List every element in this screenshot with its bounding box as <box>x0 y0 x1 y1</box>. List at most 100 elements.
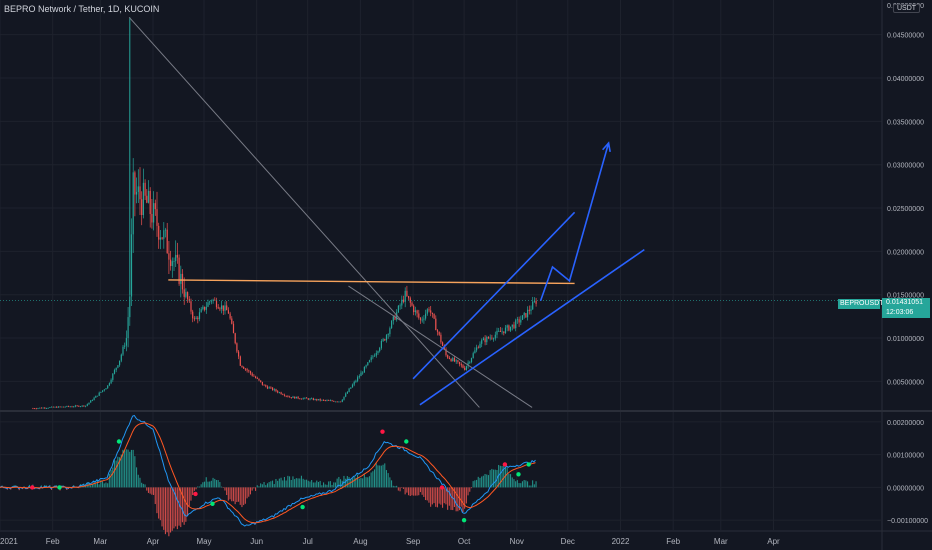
histogram-bar-up <box>295 478 297 488</box>
histogram-bar-down <box>231 487 233 502</box>
candle-up <box>130 234 133 297</box>
histogram-bar-down <box>193 487 195 491</box>
candle-down <box>300 398 303 400</box>
candle-down <box>154 203 156 210</box>
candle-down <box>168 253 170 260</box>
candle-down <box>442 342 444 346</box>
histogram-bar-up <box>40 485 42 488</box>
time-axis-label: Jun <box>250 537 263 546</box>
candle-down <box>294 396 296 399</box>
candle-up <box>137 186 139 192</box>
candle-up <box>108 383 110 386</box>
candle-up <box>377 351 379 353</box>
histogram-bar-down <box>423 487 425 497</box>
candle-down <box>144 182 146 196</box>
candle-up <box>90 400 92 403</box>
histogram-bar-up <box>493 469 495 488</box>
candle-up <box>37 408 39 409</box>
candle-down <box>239 356 241 366</box>
histogram-bar-up <box>370 472 372 488</box>
candle-down <box>261 381 263 385</box>
candle-up <box>389 328 391 335</box>
candle-down <box>204 306 206 310</box>
time-axis-label: Apr <box>767 537 780 546</box>
candle-down <box>518 319 520 323</box>
histogram-bar-up <box>481 476 483 488</box>
candle-up <box>421 319 423 321</box>
channel-lower-line[interactable] <box>419 248 645 406</box>
candle-up <box>292 396 294 398</box>
histogram-bar-up <box>278 478 280 488</box>
candle-down <box>266 386 269 389</box>
histogram-bar-down <box>146 487 148 491</box>
candle-up <box>88 402 90 405</box>
price-tag-countdown: 12:03:06 <box>886 309 914 316</box>
histogram-bar-up <box>319 480 321 488</box>
price-tag-symbol: BEPROUSDT <box>838 299 884 309</box>
histogram-bar-up <box>260 483 262 488</box>
candle-up <box>379 347 381 352</box>
histogram-bar-up <box>119 457 121 488</box>
histogram-bar-up <box>311 479 313 488</box>
histogram-bar-up <box>90 485 92 488</box>
histogram-bar-down <box>426 487 428 501</box>
descending-trendline[interactable] <box>128 17 480 408</box>
candle-up <box>363 366 365 373</box>
histogram-bar-down <box>453 487 455 508</box>
histogram-bar-up <box>142 483 144 488</box>
macd-cross-bullish <box>300 504 305 510</box>
candle-up <box>426 309 428 314</box>
channel-upper-line[interactable] <box>412 211 576 380</box>
candle-up <box>125 338 127 346</box>
histogram-bar-down <box>173 487 175 529</box>
candle-down <box>258 378 260 381</box>
histogram-bar-down <box>414 487 416 496</box>
candle-up <box>51 406 53 408</box>
candle-up <box>368 360 371 363</box>
candle-up <box>391 320 393 329</box>
candle-up <box>353 381 355 385</box>
macd-cross-bullish <box>404 439 409 444</box>
candle-up <box>380 340 382 348</box>
candle-up <box>164 229 167 231</box>
candle-down <box>255 376 257 379</box>
candle-up <box>375 352 377 356</box>
candle-down <box>406 290 408 297</box>
histogram-bar-up <box>515 481 517 488</box>
candle-up <box>173 261 175 262</box>
candle-down <box>307 398 309 400</box>
candle-down <box>282 394 284 395</box>
histogram-bar-up <box>299 478 301 488</box>
time-axis-label: Mar <box>714 537 728 546</box>
candle-down <box>297 396 299 399</box>
histogram-bar-up <box>329 481 331 488</box>
candle-down <box>241 365 243 368</box>
candle-down <box>477 347 479 349</box>
histogram-bar-up <box>125 449 127 488</box>
candle-down <box>217 307 219 309</box>
histogram-bar-down <box>406 487 408 493</box>
histogram-bar-up <box>535 481 537 488</box>
histogram-bar-down <box>224 487 226 491</box>
histogram-bar-up <box>340 479 342 488</box>
histogram-bar-down <box>401 487 403 488</box>
histogram-bar-down <box>435 487 437 507</box>
descending-parallel-line[interactable] <box>348 285 533 408</box>
histogram-bar-down <box>447 487 449 510</box>
candle-up <box>521 315 524 320</box>
candle-down <box>183 289 185 297</box>
candle-up <box>414 310 416 313</box>
candle-down <box>457 360 459 362</box>
currency-badge[interactable]: USDT <box>893 4 921 13</box>
candle-up <box>482 338 484 341</box>
histogram-bar-up <box>117 456 119 488</box>
projection-path[interactable] <box>539 142 610 302</box>
candle-up <box>69 406 71 408</box>
histogram-bar-down <box>450 487 452 510</box>
histogram-bar-up <box>317 481 319 488</box>
histogram-bar-up <box>256 485 258 488</box>
histogram-bar-down <box>229 487 231 500</box>
histogram-bar-down <box>154 487 156 505</box>
